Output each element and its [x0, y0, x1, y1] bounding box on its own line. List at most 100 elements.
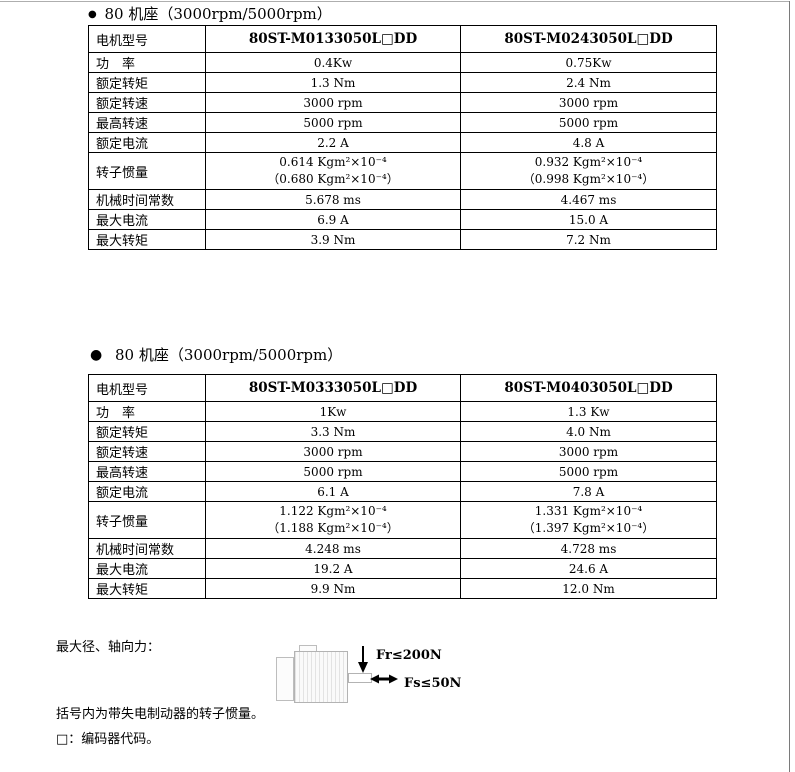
row-label: 机械时间常数 [88, 538, 206, 559]
table-row: 最高转速 5000 rpm 5000 rpm [88, 112, 717, 133]
spec-value: 4.8 A [460, 132, 717, 153]
spec-value: 9.9 Nm [205, 578, 461, 599]
table-row-inertia: 转子惯量 1.122 Kgm²×10⁻⁴ （1.188 Kgm²×10⁻⁴） 1… [88, 501, 717, 539]
table-row: 功 率 0.4Kw 0.75Kw [88, 52, 717, 73]
row-label: 最大转矩 [88, 578, 206, 599]
row-label: 额定转速 [88, 441, 206, 462]
page-right-edge [789, 1, 790, 772]
table-row: 最大转矩 3.9 Nm 7.2 Nm [88, 229, 717, 250]
motor-model-2: 80ST-M0243050L□DD [460, 25, 717, 53]
row-label: 最高转速 [88, 461, 206, 482]
spec-table-2: 电机型号 80ST-M0333050L□DD 80ST-M0403050L□DD… [88, 374, 717, 599]
row-label: 最高转速 [88, 112, 206, 133]
motor-model-1: 80ST-M0333050L□DD [205, 374, 461, 402]
spec-value: 1.3 Nm [205, 72, 461, 93]
spec-value: 7.8 A [460, 481, 717, 502]
spec-value: 12.0 Nm [460, 578, 717, 599]
row-label: 最大电流 [88, 209, 206, 230]
table-row: 最大转矩 9.9 Nm 12.0 Nm [88, 578, 717, 599]
spec-value: 6.1 A [205, 481, 461, 502]
inertia-value: 1.331 Kgm²×10⁻⁴ [534, 504, 643, 518]
spec-value: 15.0 A [460, 209, 717, 230]
motor-model-2: 80ST-M0403050L□DD [460, 374, 717, 402]
spec-value: 1Kw [205, 401, 461, 422]
motor-shaft [348, 673, 372, 683]
table-row: 最大电流 19.2 A 24.6 A [88, 558, 717, 579]
spec-value: 19.2 A [205, 558, 461, 579]
inertia-value-braked: （0.998 Kgm²×10⁻⁴） [522, 172, 655, 186]
radial-force-arrow-icon [358, 646, 368, 673]
row-label: 额定电流 [88, 132, 206, 153]
spec-value: 3000 rpm [460, 441, 717, 462]
row-label: 转子惯量 [88, 501, 206, 539]
row-label: 功 率 [88, 52, 206, 73]
spec-value: 4.248 ms [205, 538, 461, 559]
spec-value: 0.4Kw [205, 52, 461, 73]
inertia-value-braked: （0.680 Kgm²×10⁻⁴） [267, 172, 399, 186]
inertia-value: 1.122 Kgm²×10⁻⁴ [279, 504, 387, 518]
spec-value: 5000 rpm [460, 112, 717, 133]
spec-value: 4.728 ms [460, 538, 717, 559]
motor-force-diagram: Fr≤200N Fs≤50N [270, 644, 485, 710]
radial-axial-force-note: 最大径、轴向力： [56, 640, 161, 655]
axial-force-label: Fs≤50N [404, 676, 462, 691]
spec-value: 5000 rpm [205, 461, 461, 482]
spec-value: 3000 rpm [205, 441, 461, 462]
table-row: 额定电流 6.1 A 7.8 A [88, 481, 717, 502]
header-label: 电机型号 [88, 374, 206, 402]
spec-value: 3.3 Nm [205, 421, 461, 442]
inertia-value: 0.932 Kgm²×10⁻⁴ [534, 155, 643, 169]
spec-value: 1.3 Kw [460, 401, 717, 422]
table-row: 额定转速 3000 rpm 3000 rpm [88, 92, 717, 113]
motor-model-1: 80ST-M0133050L□DD [205, 25, 461, 53]
brake-inertia-note: 括号内为带失电制动器的转子惯量。 [56, 707, 265, 722]
axial-force-arrow-icon [370, 674, 398, 684]
row-label: 额定转矩 [88, 72, 206, 93]
section-title-text: 80 机座（3000rpm/5000rpm） [115, 346, 343, 364]
spec-value: 4.0 Nm [460, 421, 717, 442]
table-row: 最高转速 5000 rpm 5000 rpm [88, 461, 717, 482]
inertia-value-braked: （1.397 Kgm²×10⁻⁴） [522, 521, 655, 535]
section-2-title: ● 80 机座（3000rpm/5000rpm） [90, 344, 342, 365]
header-label: 电机型号 [88, 25, 206, 53]
inertia-value-braked: （1.188 Kgm²×10⁻⁴） [267, 521, 399, 535]
encoder-code-note: □：编码器代码。 [56, 732, 160, 747]
spec-value: 3000 rpm [460, 92, 717, 113]
spec-value: 0.75Kw [460, 52, 717, 73]
table-row: 额定电流 2.2 A 4.8 A [88, 132, 717, 153]
spec-value: 6.9 A [205, 209, 461, 230]
spec-value: 1.331 Kgm²×10⁻⁴ （1.397 Kgm²×10⁻⁴） [460, 501, 717, 539]
table-row: 额定转矩 3.3 Nm 4.0 Nm [88, 421, 717, 442]
spec-value: 7.2 Nm [460, 229, 717, 250]
row-label: 转子惯量 [88, 152, 206, 190]
inertia-value: 0.614 Kgm²×10⁻⁴ [279, 155, 387, 169]
motor-body [294, 651, 348, 703]
row-label: 最大转矩 [88, 229, 206, 250]
spec-value: 1.122 Kgm²×10⁻⁴ （1.188 Kgm²×10⁻⁴） [205, 501, 461, 539]
table-row: 功 率 1Kw 1.3 Kw [88, 401, 717, 422]
table-row: 机械时间常数 4.248 ms 4.728 ms [88, 538, 717, 559]
table-header-row: 电机型号 80ST-M0333050L□DD 80ST-M0403050L□DD [88, 374, 717, 402]
spec-value: 0.614 Kgm²×10⁻⁴ （0.680 Kgm²×10⁻⁴） [205, 152, 461, 190]
row-label: 最大电流 [88, 558, 206, 579]
spec-value: 0.932 Kgm²×10⁻⁴ （0.998 Kgm²×10⁻⁴） [460, 152, 717, 190]
spec-value: 5000 rpm [205, 112, 461, 133]
table-row: 最大电流 6.9 A 15.0 A [88, 209, 717, 230]
table-row: 额定转矩 1.3 Nm 2.4 Nm [88, 72, 717, 93]
row-label: 额定转速 [88, 92, 206, 113]
spec-value: 2.2 A [205, 132, 461, 153]
row-label: 功 率 [88, 401, 206, 422]
spec-value: 3.9 Nm [205, 229, 461, 250]
section-title-text: 80 机座（3000rpm/5000rpm） [104, 5, 332, 23]
row-label: 额定电流 [88, 481, 206, 502]
spec-table-1: 电机型号 80ST-M0133050L□DD 80ST-M0243050L□DD… [88, 25, 717, 250]
spec-value: 4.467 ms [460, 189, 717, 210]
spec-value: 3000 rpm [205, 92, 461, 113]
spec-value: 2.4 Nm [460, 72, 717, 93]
section-1-title: ● 80 机座（3000rpm/5000rpm） [88, 3, 332, 24]
table-row: 额定转速 3000 rpm 3000 rpm [88, 441, 717, 462]
spec-value: 5.678 ms [205, 189, 461, 210]
radial-force-label: Fr≤200N [376, 648, 442, 663]
motor-rear-block [276, 657, 294, 701]
